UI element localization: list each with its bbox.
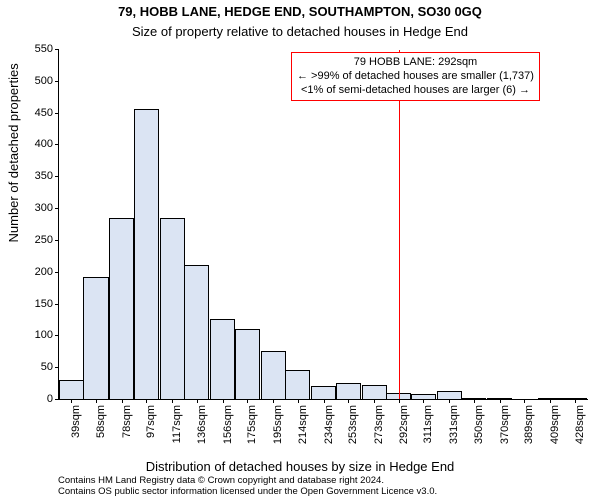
x-tick: 350sqm [473,405,485,444]
x-tick: 331sqm [448,405,460,444]
y-tick: 400 [19,138,59,150]
annotation-line: ← >99% of detached houses are smaller (1… [297,70,534,84]
x-tick: 409sqm [549,405,561,444]
x-tick: 214sqm [297,405,309,444]
x-tick: 234sqm [323,405,335,444]
histogram-bar [285,370,310,399]
histogram-bar [487,398,512,399]
y-tick: 300 [19,202,59,214]
y-tick: 250 [19,234,59,246]
annotation-line: 79 HOBB LANE: 292sqm [297,56,534,70]
chart-title: 79, HOBB LANE, HEDGE END, SOUTHAMPTON, S… [0,4,600,19]
x-tick: 97sqm [145,405,157,438]
y-tick: 0 [19,393,59,405]
histogram-bar [538,398,563,399]
histogram-bar [59,380,84,399]
x-tick: 370sqm [499,405,511,444]
x-tick: 156sqm [222,405,234,444]
histogram-bar [235,329,260,399]
x-tick: 175sqm [246,405,258,444]
annotation-line: <1% of semi-detached houses are larger (… [297,84,534,98]
y-tick: 500 [19,75,59,87]
y-tick: 50 [19,361,59,373]
histogram-bar [184,265,209,399]
credits: Contains HM Land Registry data © Crown c… [58,476,437,498]
histogram-bar [83,277,108,399]
histogram-bar [261,351,286,399]
y-axis-label: Number of detached properties [6,63,21,242]
histogram-bar [437,391,462,399]
chart-subtitle: Size of property relative to detached ho… [0,24,600,39]
credits-line-2: Contains OS public sector information li… [58,487,437,498]
histogram-bar [461,398,486,399]
annotation-box: 79 HOBB LANE: 292sqm← >99% of detached h… [291,52,540,101]
y-tick: 550 [19,43,59,55]
x-tick: 311sqm [422,405,434,443]
x-tick: 117sqm [171,405,183,443]
x-tick: 195sqm [272,405,284,444]
y-tick: 450 [19,107,59,119]
histogram-bar [160,218,185,399]
x-tick: 253sqm [347,405,359,444]
histogram-bar [411,394,436,399]
y-tick: 150 [19,298,59,310]
histogram-bar [362,385,387,399]
x-tick: 39sqm [70,405,82,438]
reference-line [399,50,400,399]
y-tick: 200 [19,266,59,278]
x-tick: 273sqm [373,405,385,444]
x-tick: 136sqm [196,405,208,444]
histogram-bar [210,319,235,399]
y-tick: 100 [19,329,59,341]
x-tick: 428sqm [574,405,586,444]
histogram-bar [109,218,134,399]
histogram-bar [134,109,159,399]
x-tick: 292sqm [398,405,410,444]
x-tick: 58sqm [95,405,107,438]
histogram-bar [562,398,587,399]
y-tick: 350 [19,170,59,182]
plot-area: 05010015020025030035040045050055039sqm58… [58,50,588,400]
histogram-bar [311,386,336,399]
histogram-bar [336,383,361,399]
x-tick: 78sqm [121,405,133,438]
x-axis-label: Distribution of detached houses by size … [0,459,600,474]
x-tick: 389sqm [523,405,535,444]
